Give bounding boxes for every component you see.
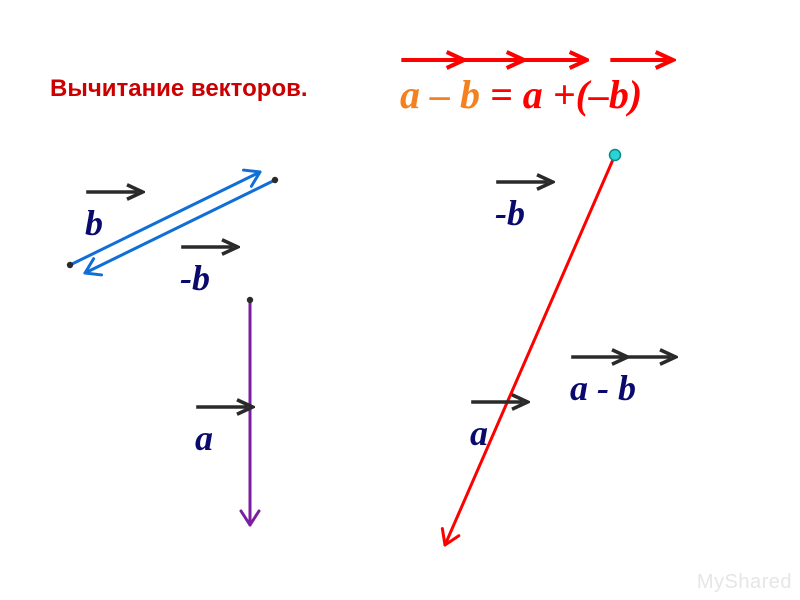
formula: a – b = a +(– b) bbox=[400, 75, 642, 115]
label-neg-b-right: -b bbox=[495, 195, 525, 231]
watermark: MyShared bbox=[697, 571, 792, 594]
label-b-left: b bbox=[85, 205, 103, 241]
label-a-right: a bbox=[470, 415, 488, 451]
label-a-minus-b: a - b bbox=[570, 370, 636, 406]
label-neg-b-left: -b bbox=[180, 260, 210, 296]
diagram-stage: Вычитание векторов. a – b = a +(– b) b -… bbox=[0, 0, 800, 600]
slide-title: Вычитание векторов. bbox=[50, 75, 308, 103]
label-a-left: a bbox=[195, 420, 213, 456]
